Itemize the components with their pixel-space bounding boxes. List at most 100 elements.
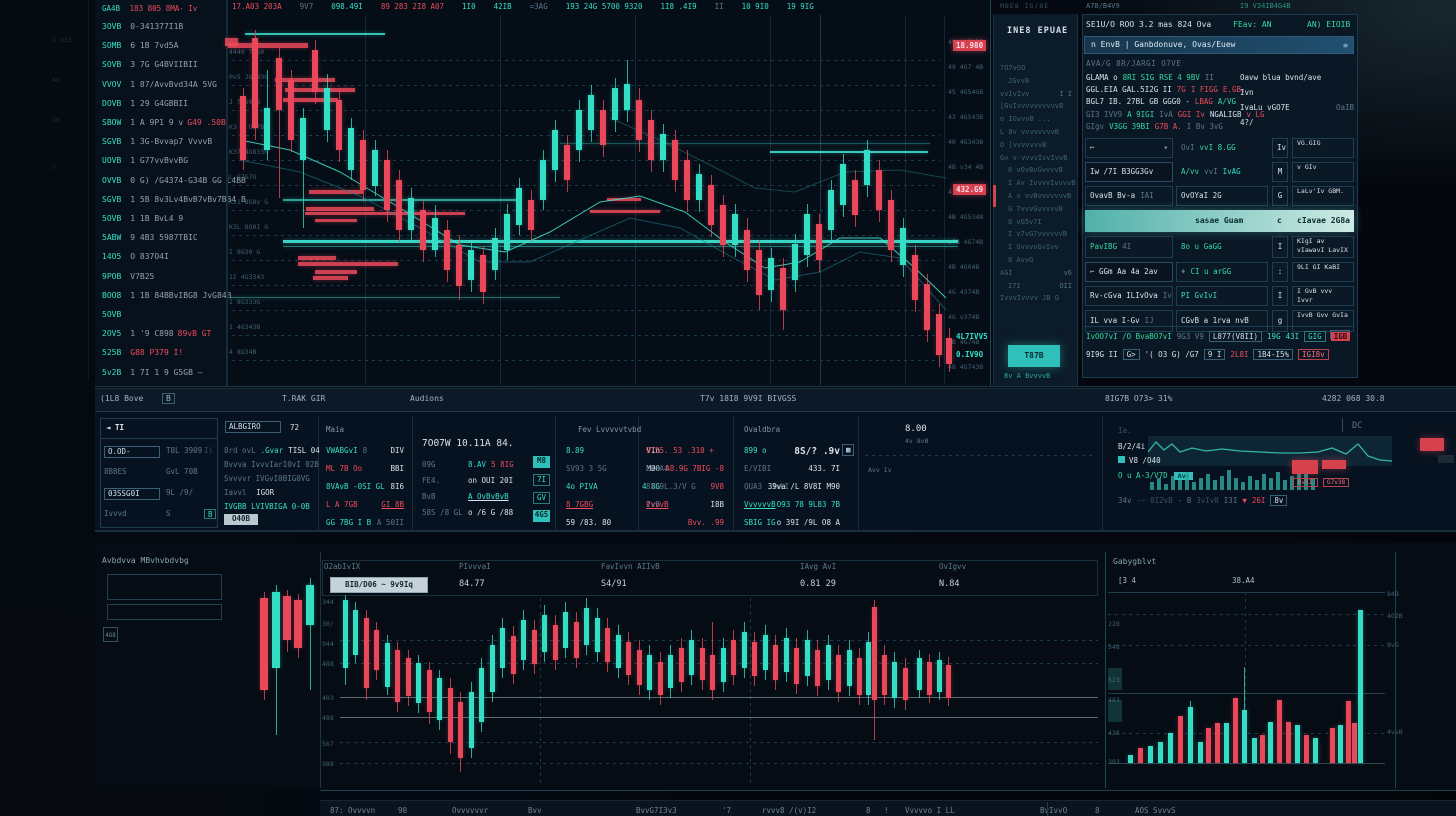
stat-label[interactable]: 03SSG0I	[104, 488, 160, 500]
trade-button[interactable]: T87B	[1008, 345, 1060, 367]
indicator-item[interactable]: A v vvBvvvvvvvB	[1008, 192, 1072, 200]
stat-value-line: A OvBvBvB	[468, 492, 530, 503]
indicator-item[interactable]: I7I OII	[1008, 281, 1072, 290]
grid-line-dashed	[232, 60, 940, 61]
stats-header-item[interactable]: T7v 18I8 9V9I BIVGSS	[700, 394, 797, 403]
side-badge[interactable]: GV	[533, 492, 550, 504]
watchlist-row[interactable]: 9POB V7B25	[102, 272, 154, 281]
indicator-item[interactable]: 8 vG5v7I	[1008, 217, 1042, 226]
grid-icon[interactable]: 4G8	[103, 627, 118, 642]
side-badge[interactable]: 7I	[533, 474, 550, 486]
watchlist-row[interactable]: SOMB 6 1B 7vd5A	[102, 41, 178, 50]
stats-header-item[interactable]: (1L8 Bove	[100, 394, 144, 403]
grid-vline	[318, 416, 319, 530]
support-line	[340, 717, 1098, 718]
timeframe-selector[interactable]: BIB/D06 ~ 9v9Iq	[330, 577, 428, 593]
watchlist-row[interactable]: 5OVB 1 1B BvL4 9	[102, 214, 183, 223]
indicator-value: I I	[1059, 89, 1072, 98]
ticker-name: 6 1B 7vd5A	[130, 41, 179, 51]
indicator-item[interactable]: 8 vOvBvGvvvvB	[1008, 166, 1063, 175]
alert-chip[interactable]: 8v3I	[1292, 478, 1318, 487]
indicator-item[interactable]: o IGvvvB ...	[1000, 115, 1051, 124]
indicator-item[interactable]: I GvvvvGvIvv	[1008, 243, 1059, 252]
volume-bar	[1233, 698, 1238, 763]
watchlist-row[interactable]: 3OVB 0-341377I1B	[102, 22, 183, 31]
candlestick	[416, 663, 421, 703]
watchlist-row[interactable]: OVVB 0 G) /G4374-G34B GG L4BB	[102, 176, 246, 185]
axis-label-right: 40 4G343B	[948, 138, 984, 146]
order-cell[interactable]: OvOYaI 2G	[1176, 186, 1268, 206]
watchlist-row[interactable]: SGVB 1 5B 8v3Lv4BvB7vBv7B34 B	[102, 195, 246, 204]
candlestick	[768, 258, 774, 290]
instrument-dropdown[interactable]: n EnvB | Ganbdonuve, Ovas/Euew ≡	[1084, 36, 1354, 54]
indicator-item[interactable]: IvvvIvvvv JB G	[1000, 294, 1060, 303]
order-row-selected[interactable]: sasae Guam c cIavae 2G8a	[1085, 210, 1354, 232]
apply-badge[interactable]: Avv	[1173, 472, 1194, 480]
tab-positions[interactable]: A78/B4V9	[1086, 2, 1120, 10]
tab-orders[interactable]: I9 V34IB4G4B	[1240, 2, 1291, 10]
indicator-item[interactable]: vvIvIvv I I	[1000, 89, 1072, 98]
stat-label[interactable]: O.OD-	[104, 446, 160, 458]
alert-chip[interactable]: G7v38	[1323, 478, 1349, 487]
note-input[interactable]	[107, 574, 222, 600]
input-field[interactable]: Iw /7I B3GG3Gv	[1085, 162, 1173, 182]
watchlist-row[interactable]: BOO8 1 1B 84BBvIBG8 JvG84B	[102, 291, 231, 300]
indicator-item[interactable]: 7O7vGO	[1000, 64, 1026, 72]
panel-tab[interactable]: ALBGIRO	[225, 421, 281, 433]
stats-header-item[interactable]: T.RAK GIR	[282, 394, 326, 403]
stat-label: VvvvvvB	[744, 500, 776, 509]
watchlist-row[interactable]: 5v2B 1 7I 1 9 G5GB —	[102, 368, 203, 377]
indicator-item[interactable]: [GvIvvvvvvvvvvB	[1000, 102, 1064, 111]
menu-icon[interactable]: ≡	[1343, 41, 1348, 50]
order-cell[interactable]: ♦ CI u arGG	[1176, 262, 1268, 282]
watchlist-alert-row[interactable]: GA4B 183 805 8MA- Iv	[102, 4, 202, 13]
stats-header-item[interactable]: 4282 068 30.8	[1322, 394, 1385, 403]
stats-header-item[interactable]: Audions	[410, 394, 444, 403]
indicator-item[interactable]: O [vvvvvvvB	[1000, 140, 1047, 149]
order-cell[interactable]: PI GvIvI	[1176, 286, 1268, 306]
selected-label: sasae Guam	[1195, 216, 1244, 225]
indicator-item[interactable]: 8 AvvG	[1008, 256, 1034, 264]
note-input-2[interactable]	[107, 604, 222, 620]
candlestick	[542, 615, 547, 652]
select-field[interactable]: ⌐ ▾	[1085, 138, 1173, 158]
watchlist-row[interactable]: 14O5 O 837O4I	[102, 252, 169, 261]
side-badge[interactable]: 4G5	[533, 510, 550, 522]
watchlist-row[interactable]: 525B G88 P379 I!	[102, 348, 183, 357]
candlestick	[272, 592, 280, 668]
indicator-item[interactable]: I v7vG7vvvvvvB	[1008, 230, 1068, 239]
sparkline-band[interactable]	[1147, 436, 1393, 466]
watchlist-row[interactable]: SBOW 1 A 9P1 9 v G49 .50B	[102, 118, 226, 127]
alert-block[interactable]	[1292, 460, 1318, 474]
alert-block[interactable]	[1420, 438, 1444, 451]
stats-header-item[interactable]: B	[162, 393, 175, 404]
input-field[interactable]: ⌐ GGm Aa 4a 2av	[1085, 262, 1173, 282]
indicator-item[interactable]: Gv v-vvvvIvvIvvB	[1000, 153, 1068, 162]
watchlist-row[interactable]: SOVB 3 7G G4BVIIBII	[102, 60, 198, 69]
indicator-item[interactable]: G 7vvvGvvvvvB	[1008, 204, 1063, 213]
side-badge[interactable]: M8	[533, 456, 550, 468]
watchlist-row[interactable]: SGVB 1 3G-Bvvap7 VvvvB	[102, 137, 212, 146]
indicator-item[interactable]: AGI v6	[1000, 268, 1072, 277]
watchlist-row[interactable]: VVOV 1 87/AvvBvd34A 5VG	[102, 80, 217, 89]
axis-label: 567	[322, 740, 334, 748]
indicator-item[interactable]: L 8v vvvvvvvvB	[1000, 128, 1060, 136]
watchlist-row[interactable]: DOVB 1 29 G4GBBII	[102, 99, 188, 108]
watchlist-row[interactable]: 5ABW 9 4B3 5987TBIC	[102, 233, 198, 242]
stats-header-item[interactable]: 8IG7B O73> 31%	[1105, 394, 1173, 403]
indicator-item[interactable]: JGvvB	[1008, 76, 1030, 85]
mode-badge[interactable]: O40B	[224, 514, 258, 525]
watchlist-row[interactable]: 5OVB	[102, 310, 126, 319]
alert-block[interactable]	[1322, 460, 1346, 469]
indicator-item[interactable]: I Av IvvvvIvvvvB	[1008, 179, 1076, 188]
watchlist-row[interactable]: UOVB 1 G77vvBvvBG	[102, 156, 188, 165]
order-cell-value: v GIv	[1292, 162, 1354, 182]
calendar-icon[interactable]: ▦	[842, 444, 854, 456]
watchlist-row[interactable]: 2OV5 1 '9 C898 89vB GT	[102, 329, 211, 338]
order-cell-value: IvvB Gvv GvIa	[1292, 310, 1354, 332]
order-cell[interactable]: CGvB a 1rva nvB	[1176, 310, 1268, 332]
chevron-down-icon[interactable]: ▾	[1163, 143, 1168, 152]
